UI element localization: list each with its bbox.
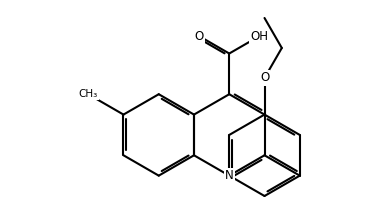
Text: CH₃: CH₃ xyxy=(79,89,98,99)
Text: OH: OH xyxy=(250,30,268,43)
Text: O: O xyxy=(195,30,204,43)
Text: N: N xyxy=(225,169,234,182)
Text: O: O xyxy=(260,71,269,85)
